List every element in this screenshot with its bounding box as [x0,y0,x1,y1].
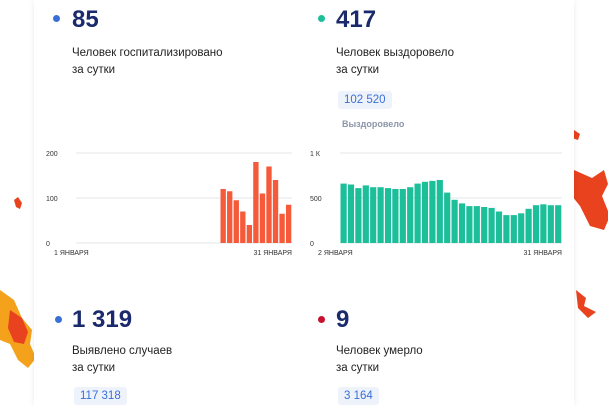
bar[interactable] [272,180,279,243]
bar[interactable] [279,213,285,243]
cases-total: 117 318 [74,387,127,405]
cases-count: 1 319 [72,306,133,333]
recovered-total-caption: Выздоровело [342,119,405,129]
bar[interactable] [340,183,347,243]
x-end-label: 31 ЯНВАРЯ [253,250,292,257]
bar[interactable] [495,211,503,244]
bar[interactable] [370,187,377,243]
bar[interactable] [503,215,510,243]
hospitalized-dot [53,15,60,22]
bar[interactable] [227,191,233,243]
bar[interactable] [392,189,399,243]
bar[interactable] [399,189,406,243]
bar[interactable] [414,183,421,243]
recovered-label: Человек выздоровело за сутки [336,47,455,76]
hospitalized-chart: 0 100 200 1 ЯНВАРЯ 31 ЯНВАРЯ [46,151,292,257]
recovered-chart: 0 500 1 К 2 ЯНВАРЯ 31 ЯНВАРЯ [310,151,562,257]
bar[interactable] [451,199,458,243]
bar[interactable] [510,215,517,243]
recovered-total: 102 520 [338,91,392,109]
recovered-dot [318,15,325,22]
x-end-label: 31 ЯНВАРЯ [523,250,562,257]
bar[interactable] [347,184,355,244]
bar[interactable] [421,181,429,243]
bar[interactable] [481,207,488,243]
deaths-count: 9 [336,306,350,333]
hospitalized-count: 85 [72,6,99,33]
bar[interactable] [233,200,239,243]
bar[interactable] [436,180,443,243]
bar[interactable] [407,187,414,243]
y-tick-label: 0 [46,241,50,248]
bar[interactable] [525,208,532,243]
bar[interactable] [488,207,495,243]
bar[interactable] [518,213,525,243]
y-tick-label: 0 [310,241,314,248]
recovered-count: 417 [336,6,377,33]
x-start-label: 1 ЯНВАРЯ [54,250,89,257]
bar[interactable] [429,180,436,243]
y-tick-label: 500 [310,196,322,203]
hospitalized-label: Человек госпитализировано за сутки [72,47,223,76]
cases-label: Выявлено случаев за сутки [72,345,173,374]
bar[interactable] [473,206,480,243]
bar[interactable] [246,225,253,243]
y-tick-label: 100 [46,196,58,203]
y-tick-label: 1 К [310,151,321,158]
stats-card: 85 Человек госпитализировано за сутки 41… [34,0,574,406]
bar[interactable] [355,188,362,243]
cases-dot [55,316,62,323]
deaths-total: 3 164 [338,387,379,405]
bar[interactable] [377,187,384,243]
bar[interactable] [540,204,547,243]
bar[interactable] [285,204,292,243]
y-tick-label: 200 [46,151,58,158]
bar[interactable] [384,188,392,243]
bar[interactable] [259,193,266,244]
bar[interactable] [466,206,473,243]
bar[interactable] [547,205,554,243]
bar[interactable] [266,166,272,244]
bar[interactable] [253,162,259,243]
deaths-label: Человек умерло за сутки [336,345,423,374]
bar[interactable] [555,205,562,243]
bar[interactable] [532,205,540,243]
x-start-label: 2 ЯНВАРЯ [318,250,353,257]
deaths-dot [318,316,325,323]
bar[interactable] [444,192,451,243]
bar[interactable] [220,189,226,243]
bar[interactable] [362,185,369,243]
bar[interactable] [458,203,466,243]
bar[interactable] [240,211,246,244]
